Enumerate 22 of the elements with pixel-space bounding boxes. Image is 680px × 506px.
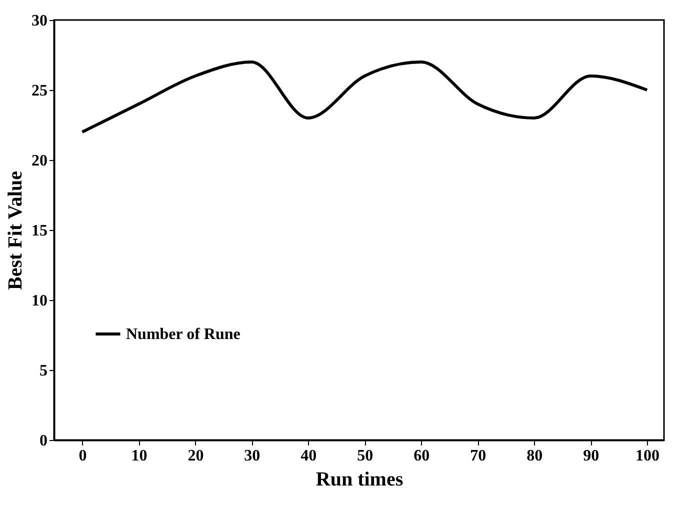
x-tick-label: 50	[357, 448, 374, 464]
y-axis-title: Best Fit Value	[4, 170, 26, 290]
y-tick-label: 25	[32, 82, 48, 100]
y-tick-label: 10	[32, 292, 48, 310]
y-tick-label: 20	[32, 152, 48, 170]
y-tick-label: 5	[40, 362, 48, 380]
y-tick-label: 30	[32, 12, 48, 30]
y-tick-label: 15	[32, 222, 48, 240]
x-axis-title: Run times	[316, 468, 404, 490]
x-tick-label: 70	[470, 448, 486, 464]
x-tick-label: 60	[414, 448, 430, 464]
x-tick-label: 90	[583, 448, 600, 464]
x-tick-label: 40	[300, 448, 317, 464]
line-series	[80, 60, 649, 134]
legend-label: Number of Rune	[126, 326, 240, 343]
x-tick-label: 20	[188, 448, 204, 464]
x-tick-label: 30	[244, 448, 260, 464]
x-tick-label: 100	[636, 448, 660, 464]
x-tick-label: 10	[131, 448, 148, 464]
y-tick-label: 0	[40, 432, 48, 450]
x-tick-label: 0	[78, 448, 87, 464]
x-tick-label: 80	[526, 448, 543, 464]
